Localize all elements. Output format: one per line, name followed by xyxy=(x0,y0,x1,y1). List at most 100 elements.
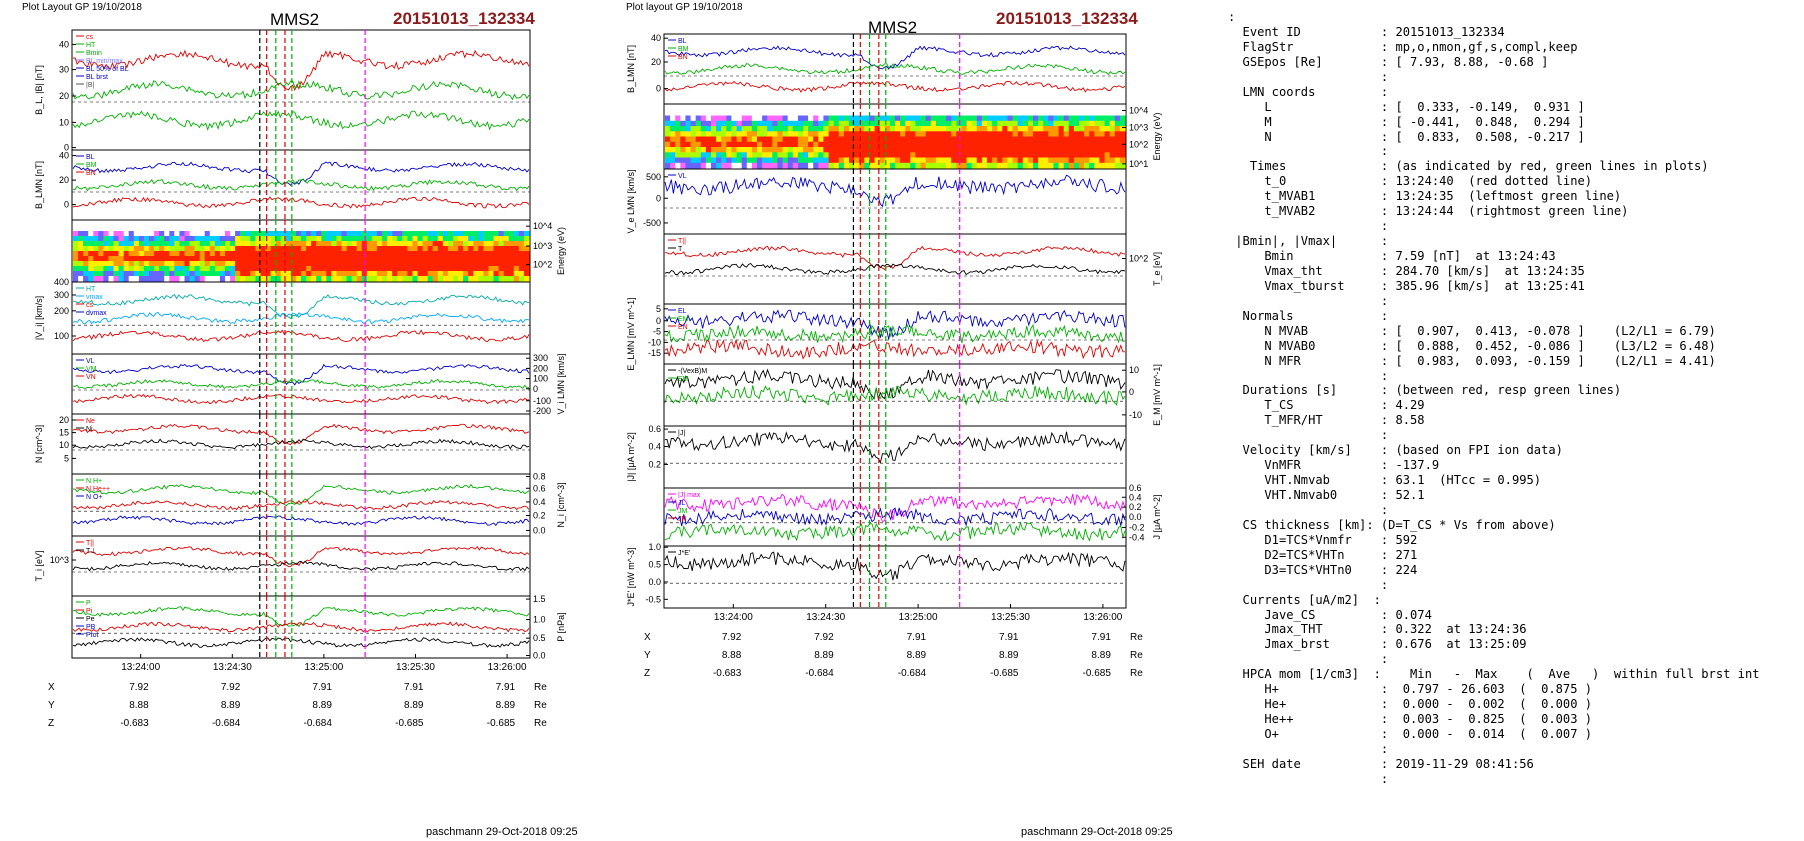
legend-label: T⊥ xyxy=(86,548,96,555)
spectrogram-cell xyxy=(194,221,201,227)
spectrogram-cell xyxy=(685,157,692,164)
spectrogram-cell xyxy=(78,276,84,282)
spectrogram-cell xyxy=(138,231,145,237)
spectrogram-cell xyxy=(387,236,393,242)
spectrogram-cell xyxy=(508,241,515,247)
spectrogram-cell xyxy=(1033,147,1039,153)
info-line: Velocity [km/s] : (based on FPI ion data… xyxy=(1228,443,1563,458)
spectrogram-cell xyxy=(700,115,707,122)
spectrogram-cell xyxy=(1017,152,1024,159)
spectrogram-cell xyxy=(402,226,408,232)
spectrogram-cell xyxy=(935,157,942,164)
spectrogram-cell xyxy=(128,226,135,232)
spectrogram-cell xyxy=(108,236,115,242)
spectrogram-cell xyxy=(230,221,236,227)
series-line xyxy=(72,438,530,450)
spectrogram-cell xyxy=(118,221,125,227)
spectrogram-cell xyxy=(700,131,707,138)
spectrogram-cell xyxy=(1058,115,1065,122)
position-row-label: X xyxy=(644,632,651,643)
spectrogram-cell xyxy=(716,141,722,148)
spectrogram-cell xyxy=(665,152,671,159)
spectrogram-cell xyxy=(285,276,292,282)
spectrogram-cell xyxy=(245,271,251,277)
spectrogram-cell xyxy=(726,110,732,117)
spectrogram-cell xyxy=(823,147,830,153)
spectrogram-cell xyxy=(164,266,170,272)
y-tick-label: 0.2 xyxy=(1129,502,1142,512)
spectrogram-cell xyxy=(670,110,676,117)
spectrogram-cell xyxy=(295,221,302,227)
spectrogram-cell xyxy=(346,241,353,247)
spectrogram-cell xyxy=(301,271,307,277)
spectrogram-cell xyxy=(925,136,932,143)
legend-label: Ni xyxy=(86,426,93,433)
spectrogram-cell xyxy=(255,271,262,277)
spectrogram-cell xyxy=(905,126,911,132)
spectrogram-cell xyxy=(93,256,99,262)
y-tick-label: 0.6 xyxy=(533,483,546,493)
legend-label: BL xyxy=(678,38,687,45)
series-line xyxy=(664,80,1126,93)
spectrogram-cell xyxy=(189,231,196,237)
spectrogram-cell xyxy=(371,251,378,257)
spectrogram-cell xyxy=(417,261,424,267)
spectrogram-cell xyxy=(133,251,140,257)
spectrogram-cell xyxy=(498,231,505,237)
spectrogram-cell xyxy=(458,241,464,247)
spectrogram-cell xyxy=(523,236,530,242)
spectrogram-cell xyxy=(402,246,408,252)
spectrogram-cell xyxy=(392,231,398,237)
spectrogram-cell xyxy=(88,226,94,232)
spectrogram-cell xyxy=(387,276,393,282)
info-line: N : [ 0.833, 0.508, -0.217 ] xyxy=(1228,129,1585,144)
spectrogram-cell xyxy=(518,221,525,227)
spectrogram-cell xyxy=(823,120,830,127)
spectrogram-cell xyxy=(290,276,297,282)
spectrogram-cell xyxy=(992,162,998,169)
spectrogram-cell xyxy=(78,236,84,242)
spectrogram-cell xyxy=(675,141,681,148)
spectrogram-cell xyxy=(915,120,922,127)
position-value: 7.91 xyxy=(1091,632,1111,643)
spectrogram-cell xyxy=(700,120,707,127)
spectrogram-cell xyxy=(1038,141,1044,148)
spectrogram-cell xyxy=(803,131,809,138)
spectrogram-cell xyxy=(118,231,125,237)
spectrogram-cell xyxy=(746,162,753,169)
panel-frame xyxy=(663,425,1127,489)
position-value: 8.88 xyxy=(722,650,742,661)
spectrogram-cell xyxy=(488,221,495,227)
spectrogram-cell xyxy=(721,120,727,127)
spectrogram-cell xyxy=(290,256,297,262)
spectrogram-cell xyxy=(230,256,236,262)
spectrogram-cell xyxy=(371,226,378,232)
spectrogram-cell xyxy=(997,147,1003,153)
spectrogram-cell xyxy=(194,246,201,252)
spectrogram-cell xyxy=(458,246,464,252)
x-tick-label: 13:26:00 xyxy=(488,662,527,673)
spectrogram-cell xyxy=(154,261,160,267)
spectrogram-cell xyxy=(1068,105,1075,111)
legend-label: JM xyxy=(678,508,688,515)
spectrogram-cell xyxy=(78,221,84,227)
info-line: VHT.Nmvab : 63.1 (HTcc = 0.995) xyxy=(1228,473,1542,488)
spectrogram-cell xyxy=(371,276,378,282)
spectrogram-cell xyxy=(843,147,850,153)
y-axis-label: T_e [eV] xyxy=(1152,252,1162,286)
spectrogram-cell xyxy=(1068,136,1075,143)
spectrogram-cell xyxy=(1053,152,1060,159)
spectrogram-cell xyxy=(992,131,998,138)
spectrogram-cell xyxy=(1022,157,1029,164)
spectrogram-cell xyxy=(397,241,403,247)
spectrogram-cell xyxy=(751,152,758,159)
spectrogram-cell xyxy=(915,157,922,164)
spectrogram-cell xyxy=(828,131,835,138)
spectrogram-cell xyxy=(194,261,201,267)
position-value: -0.684 xyxy=(304,718,333,729)
spectrogram-cell xyxy=(397,256,403,262)
spectrogram-cell xyxy=(1114,115,1121,122)
spectrogram-cell xyxy=(377,256,383,262)
